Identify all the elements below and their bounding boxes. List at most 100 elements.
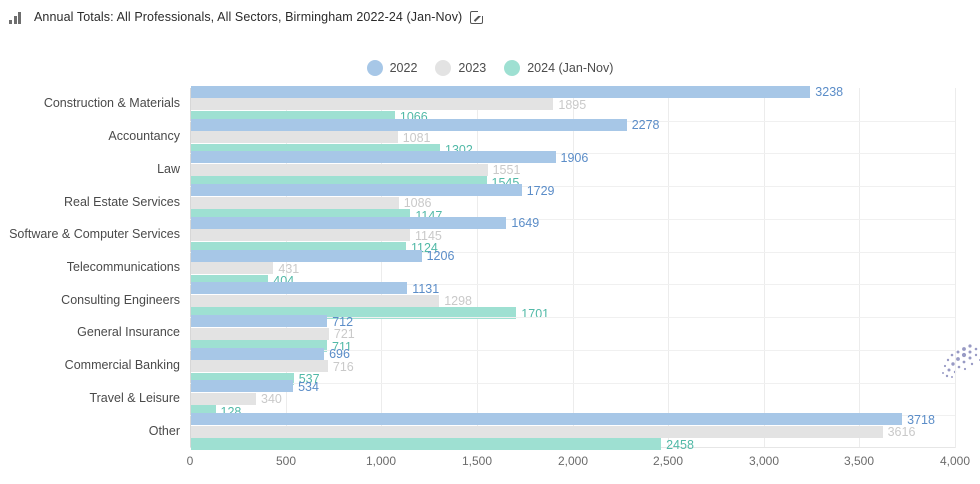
x-tick-label: 1,500 [461, 454, 493, 468]
bar-value-label: 1298 [444, 294, 472, 309]
bar-value-label: 1649 [511, 216, 540, 231]
x-tick-label: 4,000 [939, 454, 971, 468]
vacancysoft-watermark: VACANCYSOFT Data Publishers for the Recr… [940, 340, 980, 384]
gridline-0 [190, 88, 191, 448]
row-separator [190, 153, 955, 154]
bar-value-label: 2278 [631, 118, 660, 133]
bar-value-label: 3238 [815, 85, 844, 100]
bar-value-label: 711 [332, 339, 352, 354]
legend-item-2024-jan-nov-[interactable]: 2024 (Jan-Nov) [504, 60, 613, 76]
x-tick-label: 3,000 [748, 454, 780, 468]
legend-label: 2023 [458, 61, 487, 75]
row-separator [190, 219, 955, 220]
category-label: Commercial Banking [64, 358, 180, 372]
x-tick-label: 2,500 [652, 454, 684, 468]
bar-2023[interactable] [191, 327, 329, 340]
gridline-2000 [573, 88, 574, 448]
category-label: Other [148, 424, 180, 438]
bar-value-label: 340 [261, 392, 282, 407]
gridline-2500 [668, 88, 669, 448]
chart-header: Annual Totals: All Professionals, All Se… [0, 0, 980, 34]
category-label: Software & Computer Services [9, 227, 180, 241]
bar-value-label: 431 [278, 261, 300, 276]
bar-2022[interactable] [191, 413, 903, 426]
bar-value-label: 3718 [907, 412, 935, 427]
x-tick-label: 1,000 [365, 454, 397, 468]
category-label: Travel & Leisure [89, 391, 180, 405]
bar-value-label: 721 [333, 327, 355, 341]
gridline-3500 [859, 88, 860, 448]
page-title: Annual Totals: All Professionals, All Se… [34, 10, 463, 24]
x-axis-tick-labels: 0 500 1,000 1,500 2,000 2,500 3,000 3,500 4,000 [186, 450, 970, 472]
bar-2022[interactable] [191, 315, 328, 327]
bar-value-label: 537 [298, 372, 320, 387]
bar-2023[interactable] [191, 425, 883, 438]
bar-2022[interactable] [191, 347, 325, 360]
gridline-500 [286, 88, 287, 448]
bar-2022[interactable] [191, 118, 627, 131]
bar-2023[interactable] [191, 131, 398, 144]
row-separator [190, 252, 955, 253]
bar-2022[interactable] [191, 249, 422, 262]
x-tick-label: 3,500 [843, 454, 875, 468]
bar-value-label: 1131 [412, 281, 440, 296]
legend-swatch-icon [435, 60, 452, 76]
category-axis-labels: Construction & Materials Accountancy Law Re… [0, 88, 190, 448]
legend-item-2023[interactable]: 2023 [435, 60, 486, 76]
bar-value-label: 1551 [492, 163, 521, 178]
chart-legend: 2022 2023 2024 (Jan-Nov) [0, 60, 980, 76]
gridline-1000 [381, 88, 382, 448]
bar-2022[interactable] [191, 184, 522, 196]
category-label: Real Estate Services [63, 195, 180, 209]
category-label: Law [157, 162, 180, 176]
category-label: General Insurance [77, 325, 180, 339]
bar-2023[interactable] [191, 98, 554, 111]
bar-2022[interactable] [191, 85, 811, 98]
bar-2023[interactable] [191, 294, 440, 307]
category-label: Construction & Materials [43, 96, 180, 110]
legend-swatch-icon [366, 60, 383, 76]
category-label: Telecommunications [66, 260, 180, 274]
bar-2022[interactable] [191, 380, 294, 393]
bar-value-label: 1701 [521, 306, 550, 321]
row-separator [190, 383, 955, 384]
bar-value-label: 1906 [560, 150, 589, 165]
category-label: Consulting Engineers [61, 293, 180, 307]
bar-2023[interactable] [191, 196, 399, 209]
bar-value-label: 716 [332, 359, 354, 374]
bar-2023[interactable] [191, 360, 328, 373]
bar-chart-icon [8, 10, 24, 24]
bar-value-label: 2458 [666, 437, 694, 452]
legend-swatch-icon [504, 60, 521, 76]
category-label: Accountancy [108, 129, 180, 143]
bar-value-label: 1895 [558, 97, 587, 112]
bar-2024-jan-nov-[interactable] [191, 438, 662, 451]
bar-2023[interactable] [191, 262, 274, 274]
gridline-1500 [477, 88, 478, 448]
x-tick-label: 2,000 [557, 454, 589, 468]
bar-2023[interactable] [191, 392, 256, 405]
edit-pencil-icon[interactable] [470, 9, 485, 24]
legend-item-2022[interactable]: 2022 [366, 60, 418, 76]
bar-value-label: 696 [329, 347, 350, 362]
bar-2023[interactable] [191, 163, 488, 176]
bar-value-label: 1729 [526, 183, 555, 198]
bar-value-label: 1145 [415, 228, 442, 243]
bar-2022[interactable] [191, 216, 507, 229]
row-separator [190, 186, 955, 187]
bar-2023[interactable] [191, 229, 410, 242]
bar-2022[interactable] [191, 151, 556, 164]
bar-value-label: 1081 [402, 130, 431, 145]
gridline-4000 [955, 88, 956, 448]
bar-value-label: 3616 [887, 425, 916, 440]
gridline-3000 [764, 88, 765, 448]
x-tick-label: 500 [275, 454, 297, 468]
x-tick-label: 0 [186, 454, 194, 468]
row-separator [190, 284, 955, 285]
chart-canvas: Construction & Materials Accountancy Law Re… [0, 85, 980, 484]
legend-label: 2022 [389, 61, 418, 75]
bar-2022[interactable] [191, 282, 408, 295]
bar-value-label: 1086 [403, 196, 432, 210]
row-separator [190, 350, 955, 351]
